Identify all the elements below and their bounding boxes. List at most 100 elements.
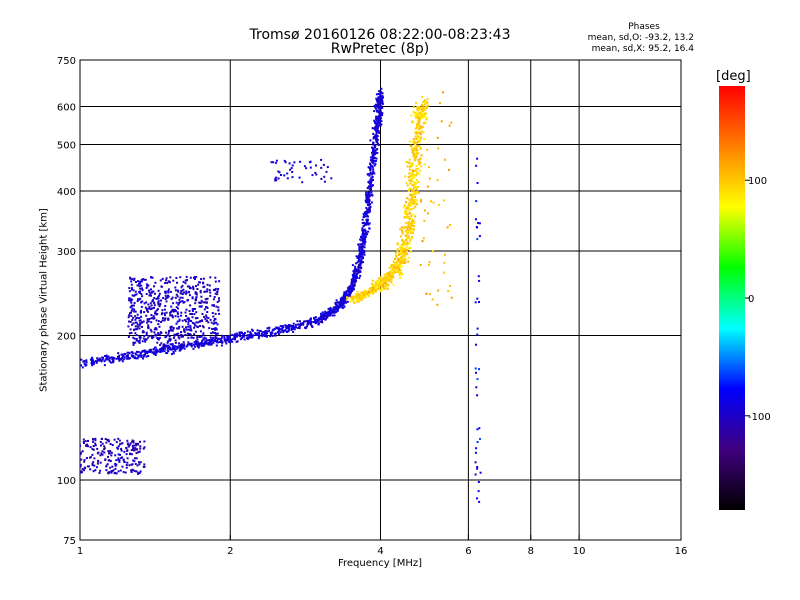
echo-point [404,225,407,228]
echo-point [289,168,292,171]
echo-point [325,170,328,173]
echo-point [184,282,187,285]
echo-point [212,288,215,291]
echo-point [206,297,209,300]
echo-point [405,248,408,251]
echo-point [341,307,344,309]
echo-point [415,186,418,188]
echo-point [294,326,297,329]
echo-point [165,335,167,338]
echo-point [348,292,351,295]
echo-point [475,371,477,374]
echo-point [129,328,132,331]
echo-point [134,352,137,355]
echo-point [388,275,391,278]
echo-point [364,295,367,298]
echo-point [139,461,142,464]
echo-point [134,357,137,360]
echo-point [185,290,188,293]
echo-point [218,297,220,300]
echo-point [199,302,202,304]
echo-point [401,248,404,251]
echo-point [362,213,365,216]
echo-point [131,294,134,297]
echo-point [424,121,427,124]
echo-point [371,166,374,169]
echo-point [243,332,246,334]
echo-point [337,301,340,304]
echo-point [125,447,128,450]
echo-point [405,231,408,234]
echo-point [241,332,243,334]
echo-point [417,186,420,188]
echo-point [146,318,149,321]
echo-point [432,250,435,253]
echo-point [412,176,415,179]
echo-point [475,386,478,389]
echo-point [409,204,412,207]
echo-point [371,289,374,292]
echo-point [377,130,380,133]
echo-point [382,277,385,280]
echo-point [390,281,393,284]
echo-point [261,331,264,334]
echo-point [375,148,378,151]
echo-point [393,270,395,273]
echo-point [395,263,398,265]
echo-point [418,140,421,143]
echo-point [308,320,311,323]
echo-point [380,105,383,108]
echo-point [376,104,379,107]
echo-point [182,335,184,338]
echo-point [162,348,164,351]
gridlines [80,60,681,540]
echo-point [183,330,186,332]
echo-point [188,287,191,290]
echo-point [401,259,404,262]
echo-point [399,269,402,272]
echo-point [214,287,217,290]
echo-point [381,100,384,103]
echo-point [330,308,333,311]
echo-point [210,321,213,324]
echo-point [366,187,369,189]
echo-point [396,250,399,253]
echo-point [363,228,366,231]
echo-point [408,202,411,205]
echo-point [232,337,235,340]
echo-point [118,354,121,357]
echo-point [416,170,419,173]
echo-point [110,454,113,457]
echo-point [356,290,359,293]
echo-point [368,195,371,198]
echo-point [182,280,185,283]
echo-point [394,251,397,254]
echo-point [478,368,480,371]
echo-point [154,354,157,356]
echo-point [373,151,375,154]
echo-point [365,196,368,198]
echo-point [323,175,326,178]
echo-point [412,219,415,222]
echo-point [180,314,182,317]
echo-point [179,347,182,350]
echo-point [108,471,111,474]
echo-point [112,357,115,360]
echo-point [369,291,372,294]
echo-point [129,306,132,309]
echo-point [335,310,338,313]
echo-point [138,319,141,322]
echo-point [405,216,408,219]
echo-point [127,445,130,448]
y-tick-label: 200 [57,332,76,343]
echo-point [107,439,110,442]
echo-point [140,311,143,314]
echo-point [291,326,294,329]
echo-point [166,349,169,352]
echo-point [183,343,186,346]
echo-point [168,280,171,283]
echo-point [183,347,186,350]
echo-point [180,333,183,336]
echo-point [405,201,408,204]
echo-point [187,320,190,323]
